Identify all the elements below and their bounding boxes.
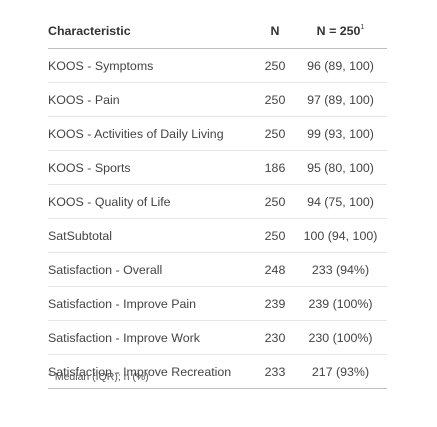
cell-n: 233 (256, 354, 294, 389)
cell-characteristic: Satisfaction - Improve Recreation (48, 354, 256, 389)
cell-characteristic: KOOS - Quality of Life (48, 184, 256, 219)
table-row: Satisfaction - Improve Work 230 230 (100%) (48, 320, 387, 355)
summary-table: Characteristic N N = 2501 KOOS - Symptom… (48, 14, 387, 389)
cell-characteristic: KOOS - Sports (48, 150, 256, 185)
cell-summary-value: 96 (89, 100) (294, 48, 387, 83)
footnote-marker: 1 (48, 370, 52, 377)
table-row: Satisfaction - Improve Pain 239 239 (100%) (48, 286, 387, 321)
table-row: KOOS - Sports 186 95 (80, 100) (48, 150, 387, 185)
header-n: N (256, 14, 294, 49)
table-footnote: 1 Median (IQR); n (%) (48, 370, 149, 383)
cell-characteristic: KOOS - Pain (48, 82, 256, 117)
cell-characteristic: KOOS - Activities of Daily Living (48, 116, 256, 151)
cell-n: 250 (256, 82, 294, 117)
cell-summary-value: 230 (100%) (294, 320, 387, 355)
cell-characteristic: SatSubtotal (48, 218, 256, 253)
table-row: SatSubtotal 250 100 (94, 100) (48, 218, 387, 253)
header-summary-label: N = 250 (316, 24, 361, 38)
cell-n: 250 (256, 218, 294, 253)
cell-summary-value: 100 (94, 100) (294, 218, 387, 253)
cell-summary-value: 95 (80, 100) (294, 150, 387, 185)
table-row: KOOS - Quality of Life 250 94 (75, 100) (48, 184, 387, 219)
header-characteristic: Characteristic (48, 14, 256, 49)
cell-characteristic: Satisfaction - Overall (48, 252, 256, 287)
cell-characteristic: Satisfaction - Improve Work (48, 320, 256, 355)
cell-summary-value: 94 (75, 100) (294, 184, 387, 219)
table-row: Satisfaction - Improve Recreation 233 217 … (48, 354, 387, 389)
cell-characteristic: KOOS - Symptoms (48, 48, 256, 83)
cell-n: 186 (256, 150, 294, 185)
cell-n: 248 (256, 252, 294, 287)
cell-n: 230 (256, 320, 294, 355)
table-row: Satisfaction - Overall 248 233 (94%) (48, 252, 387, 287)
table-row: KOOS - Symptoms 250 96 (89, 100) (48, 48, 387, 83)
cell-n: 250 (256, 116, 294, 151)
cell-summary-value: 217 (93%) (294, 354, 387, 389)
cell-summary-value: 99 (93, 100) (294, 116, 387, 151)
cell-characteristic: Satisfaction - Improve Pain (48, 286, 256, 321)
table-row: KOOS - Pain 250 97 (89, 100) (48, 82, 387, 117)
footnote-text: Median (IQR); n (%) (54, 371, 149, 383)
cell-n: 250 (256, 184, 294, 219)
table-body: KOOS - Symptoms 250 96 (89, 100) KOOS - Pai… (48, 48, 387, 389)
table-row: KOOS - Activities of Daily Living 250 99 (… (48, 116, 387, 151)
header-summary: N = 2501 (294, 14, 387, 49)
cell-summary-value: 97 (89, 100) (294, 82, 387, 117)
cell-n: 239 (256, 286, 294, 321)
summary-table-container: Characteristic N N = 2501 KOOS - Symptom… (48, 14, 387, 389)
table-header-row: Characteristic N N = 2501 (48, 14, 387, 49)
cell-summary-value: 239 (100%) (294, 286, 387, 321)
header-footnote-marker: 1 (360, 24, 365, 31)
cell-summary-value: 233 (94%) (294, 252, 387, 287)
cell-n: 250 (256, 48, 294, 83)
